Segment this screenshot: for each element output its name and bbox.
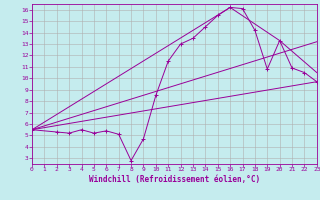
X-axis label: Windchill (Refroidissement éolien,°C): Windchill (Refroidissement éolien,°C) [89,175,260,184]
